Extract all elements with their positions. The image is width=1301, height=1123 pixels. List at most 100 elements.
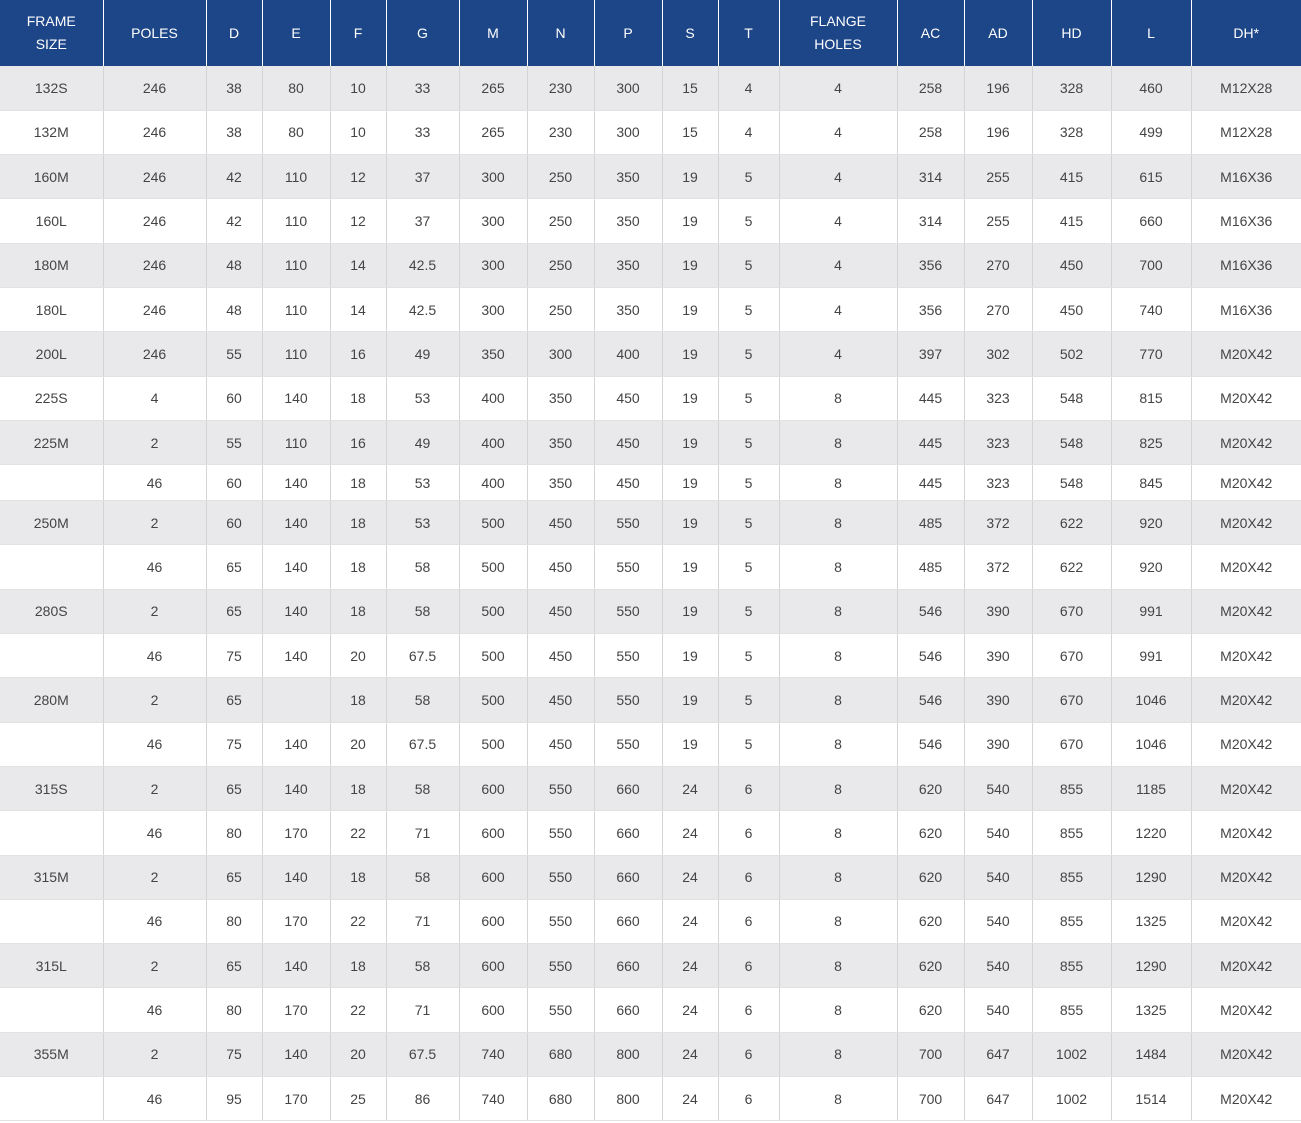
table-cell: 38 xyxy=(206,110,263,156)
table-cell: M16X36 xyxy=(1191,243,1301,288)
table-cell: M20X42 xyxy=(1191,464,1301,502)
table-cell: 132M xyxy=(0,110,104,156)
table-cell: 170 xyxy=(262,899,331,945)
table-cell: 110 xyxy=(262,154,331,200)
table-cell: 450 xyxy=(527,500,595,546)
header-text: N xyxy=(555,24,566,41)
table-cell: 80 xyxy=(262,66,331,111)
table-cell: 670 xyxy=(1032,633,1112,679)
table-cell: 65 xyxy=(206,589,263,635)
table-cell: 615 xyxy=(1111,154,1192,200)
table-cell: 160L xyxy=(0,198,104,244)
table-cell: 42 xyxy=(206,154,263,200)
table-cell: 4 xyxy=(103,376,207,421)
table-cell: 140 xyxy=(262,943,331,989)
table-cell: 855 xyxy=(1032,810,1112,856)
table-cell: M20X42 xyxy=(1191,677,1301,723)
table-cell: 19 xyxy=(662,464,719,502)
table-cell: 1046 xyxy=(1111,677,1192,723)
table-cell: 6 xyxy=(718,943,780,989)
table-row: 315L 2 65 140 18 58 600 550 660 24 6 8 620 540 855 1290… xyxy=(0,943,1301,989)
table-cell: 20 xyxy=(330,722,387,767)
table-cell: M16X36 xyxy=(1191,154,1301,200)
table-cell: 2 xyxy=(103,589,207,635)
table-cell: 300 xyxy=(459,287,528,333)
table-cell: M20X42 xyxy=(1191,420,1301,466)
table-cell: 33 xyxy=(386,66,460,111)
table-cell: 15 xyxy=(662,110,719,156)
table-cell: 546 xyxy=(897,722,965,767)
header-text: D xyxy=(228,24,240,41)
table-cell: 46 xyxy=(103,987,207,1033)
header-text: L xyxy=(1147,24,1155,41)
table-cell: 6 xyxy=(718,766,780,812)
table-cell: 5 xyxy=(718,633,780,679)
column-header: HD xyxy=(1032,0,1112,66)
table-cell: 647 xyxy=(964,1032,1033,1078)
table-cell xyxy=(0,464,104,502)
table-cell: 390 xyxy=(964,677,1033,723)
table-cell: 8 xyxy=(779,722,898,767)
table-cell: 328 xyxy=(1032,66,1112,111)
table-cell: 328 xyxy=(1032,110,1112,156)
table-cell: 20 xyxy=(330,633,387,679)
table-cell: 24 xyxy=(662,1076,719,1122)
table-cell: 700 xyxy=(1111,243,1192,288)
table-cell: 140 xyxy=(262,722,331,767)
table-cell: 600 xyxy=(459,899,528,945)
table-cell: 350 xyxy=(527,420,595,466)
table-cell: 400 xyxy=(459,376,528,421)
table-cell: 15 xyxy=(662,66,719,111)
table-cell: 170 xyxy=(262,987,331,1033)
table-cell: 2 xyxy=(103,766,207,812)
table-cell: 350 xyxy=(527,376,595,421)
table-cell: 12 xyxy=(330,198,387,244)
table-cell: 19 xyxy=(662,500,719,546)
table-cell: 546 xyxy=(897,589,965,635)
table-cell: 450 xyxy=(594,420,663,466)
table-cell: 53 xyxy=(386,500,460,546)
table-cell: M20X42 xyxy=(1191,722,1301,767)
column-header: D xyxy=(206,0,263,66)
table-cell: 8 xyxy=(779,943,898,989)
table-cell: 356 xyxy=(897,243,965,288)
table-cell: 4 xyxy=(779,243,898,288)
table-cell: 246 xyxy=(103,66,207,111)
table-cell: M20X42 xyxy=(1191,987,1301,1033)
table-cell: 1220 xyxy=(1111,810,1192,856)
table-row: 250M 2 60 140 18 53 500 450 550 19 5 8 485 372 622 920 M… xyxy=(0,500,1301,546)
header-row: FRAME SIZE POLES D E F G M N P S T FLANGE HOLES AC AD… xyxy=(0,0,1301,66)
table-cell: 140 xyxy=(262,633,331,679)
column-header: M xyxy=(459,0,528,66)
table-cell: 19 xyxy=(662,544,719,590)
table-cell: 65 xyxy=(206,544,263,590)
table-cell: 80 xyxy=(206,810,263,856)
table-cell: 225M xyxy=(0,420,104,466)
table-cell xyxy=(0,810,104,856)
table-cell: 19 xyxy=(662,154,719,200)
table-cell: 415 xyxy=(1032,198,1112,244)
table-cell: 49 xyxy=(386,331,460,377)
table-cell: 19 xyxy=(662,633,719,679)
table-cell: 855 xyxy=(1032,899,1112,945)
table-cell: 18 xyxy=(330,500,387,546)
table-cell: 67.5 xyxy=(386,1032,460,1078)
table-cell: 1290 xyxy=(1111,855,1192,900)
table-cell: 300 xyxy=(594,110,663,156)
table-cell: 540 xyxy=(964,810,1033,856)
table-cell: 46 xyxy=(103,899,207,945)
table-cell: 2 xyxy=(103,420,207,466)
table-cell: 250 xyxy=(527,154,595,200)
table-cell: 1002 xyxy=(1032,1032,1112,1078)
table-cell: 38 xyxy=(206,66,263,111)
table-cell: 250 xyxy=(527,243,595,288)
table-cell: 500 xyxy=(459,589,528,635)
table-cell: 660 xyxy=(594,855,663,900)
table-cell: 550 xyxy=(527,899,595,945)
table-cell: 8 xyxy=(779,464,898,502)
header-text: G xyxy=(417,24,428,41)
table-cell: 450 xyxy=(527,633,595,679)
table-cell: 170 xyxy=(262,810,331,856)
table-cell: 8 xyxy=(779,899,898,945)
table-cell: 19 xyxy=(662,243,719,288)
